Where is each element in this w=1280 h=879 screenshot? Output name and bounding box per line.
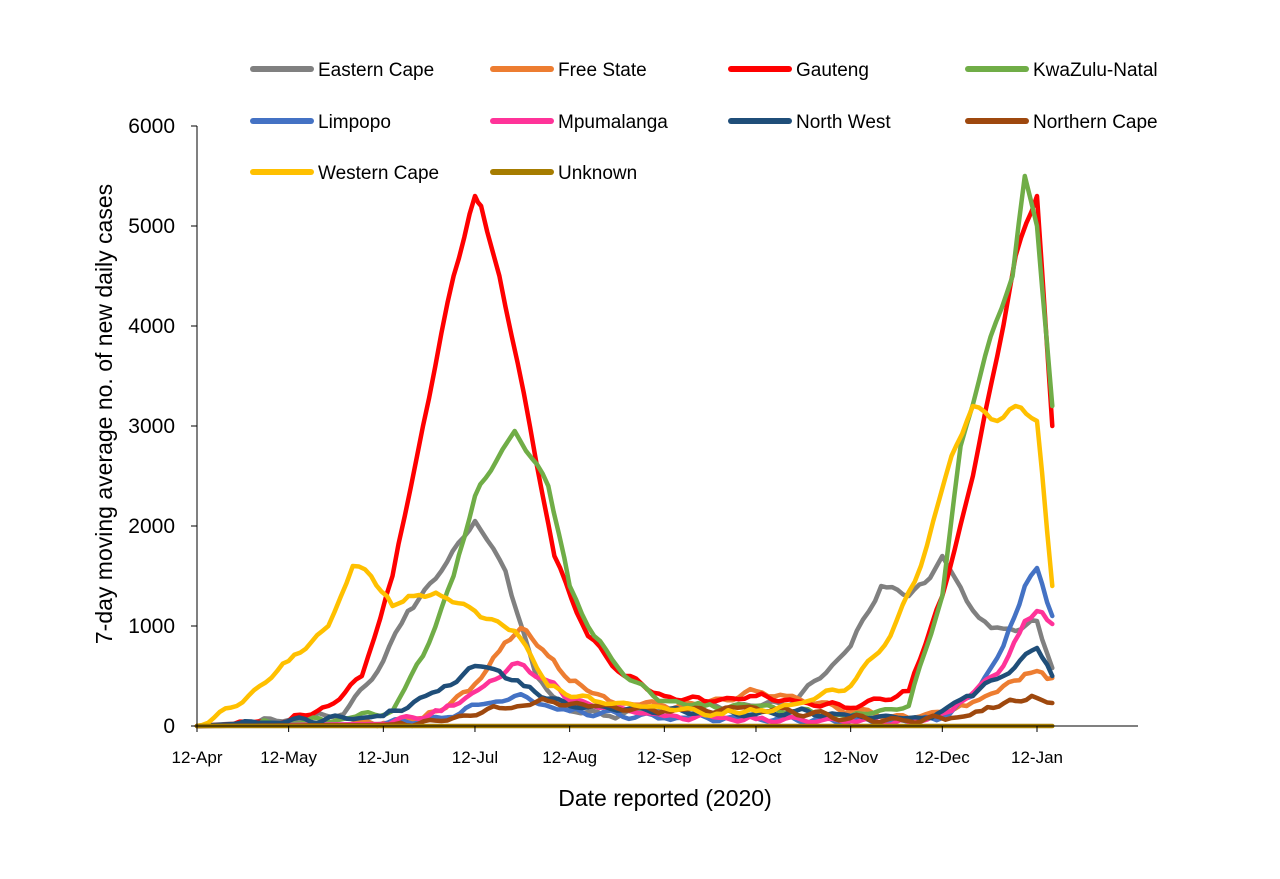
y-tick-label: 0	[163, 715, 175, 738]
legend-label: Unknown	[558, 163, 637, 184]
legend-label: North West	[796, 112, 891, 133]
y-tick-label: 2000	[128, 515, 175, 538]
x-tick-label: 12-Jan	[1011, 748, 1063, 767]
legend-label: Northern Cape	[1033, 112, 1158, 133]
legend-item-unknown: Unknown	[490, 163, 637, 184]
x-tick-label: 12-Jun	[357, 748, 409, 767]
legend-label: Free State	[558, 60, 647, 81]
legend-item-free-state: Free State	[490, 60, 647, 81]
legend: Eastern Cape Free State Gauteng KwaZulu-Nat…	[250, 60, 1158, 184]
legend-label: Eastern Cape	[318, 60, 434, 81]
x-axis-title: Date reported (2020)	[558, 785, 772, 811]
legend-item-mpumalanga: Mpumalanga	[490, 112, 668, 133]
legend-item-limpopo: Limpopo	[250, 112, 391, 133]
legend-item-kwazulu-natal: KwaZulu-Natal	[965, 60, 1158, 81]
series-line-gauteng	[194, 193, 1055, 729]
x-tick-label: 12-Oct	[730, 748, 781, 767]
x-tick-label: 12-Dec	[915, 748, 970, 767]
x-tick-label: 12-May	[260, 748, 317, 767]
legend-item-eastern-cape: Eastern Cape	[250, 60, 434, 81]
y-tick-label: 1000	[128, 615, 175, 638]
legend-label: Gauteng	[796, 60, 869, 81]
y-tick-label: 6000	[128, 115, 175, 138]
y-tick-label: 4000	[128, 315, 175, 338]
legend-label: KwaZulu-Natal	[1033, 60, 1158, 81]
x-tick-label: 12-Sep	[637, 748, 692, 767]
legend-label: Western Cape	[318, 163, 439, 184]
series-group	[194, 173, 1055, 729]
x-tick-label: 12-Jul	[452, 748, 498, 767]
x-tick-label: 12-Nov	[823, 748, 878, 767]
x-tick-label: 12-Aug	[542, 748, 597, 767]
y-tick-label: 3000	[128, 415, 175, 438]
legend-label: Limpopo	[318, 112, 391, 133]
series-line-western-cape	[194, 403, 1055, 729]
x-tick-labels: 12-Apr 12-May 12-Jun 12-Jul 12-Aug 12-Sep 12-O…	[171, 726, 1063, 767]
legend-item-western-cape: Western Cape	[250, 163, 439, 184]
legend-label: Mpumalanga	[558, 112, 668, 133]
legend-item-northern-cape: Northern Cape	[965, 112, 1158, 133]
y-axis-title: 7-day moving average no. of new daily ca…	[91, 184, 117, 644]
y-tick-label: 5000	[128, 215, 175, 238]
legend-item-north-west: North West	[728, 112, 891, 133]
x-tick-label: 12-Apr	[171, 748, 222, 767]
y-tick-labels: 0 1000 2000 3000 4000 5000 6000	[128, 115, 197, 738]
legend-item-gauteng: Gauteng	[728, 60, 869, 81]
